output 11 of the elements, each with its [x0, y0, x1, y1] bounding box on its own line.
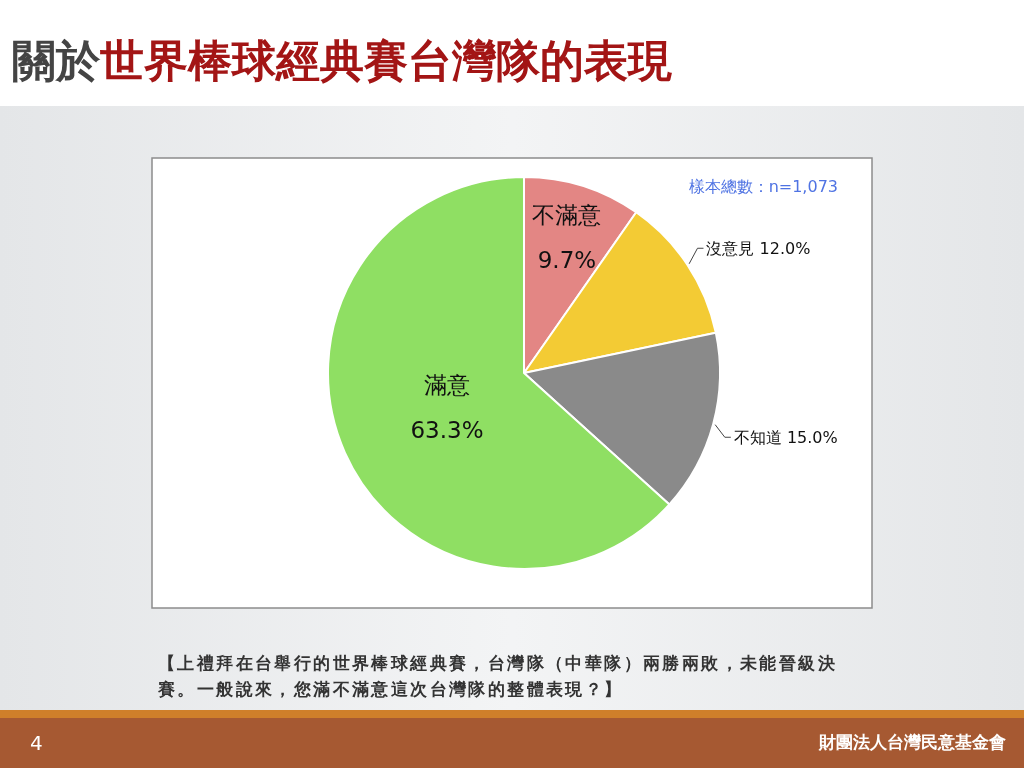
data-label: 63.3% [410, 417, 484, 444]
slice-label: 不滿意 [532, 201, 602, 228]
chart-title: 關於世界棒球經典賽台灣隊的表現 [12, 35, 672, 86]
slice-label: 沒意見 12.0% [706, 239, 811, 259]
text: 4 [30, 731, 43, 755]
slice-label: 不知道 15.0% [733, 428, 838, 448]
text: 樣本總數：n=1,073 [688, 177, 838, 196]
text: 【上禮拜在台舉行的世界棒球經典賽，台灣隊（中華隊）兩勝兩敗，未能晉級決賽。一般說來，您滿不滿意這次台灣隊的整體表現？】 [158, 652, 838, 701]
data-label: 9.7% [537, 246, 597, 273]
text: 財團法人台灣民意基金會 [818, 732, 1006, 752]
slice-label: 滿意 [423, 372, 470, 399]
